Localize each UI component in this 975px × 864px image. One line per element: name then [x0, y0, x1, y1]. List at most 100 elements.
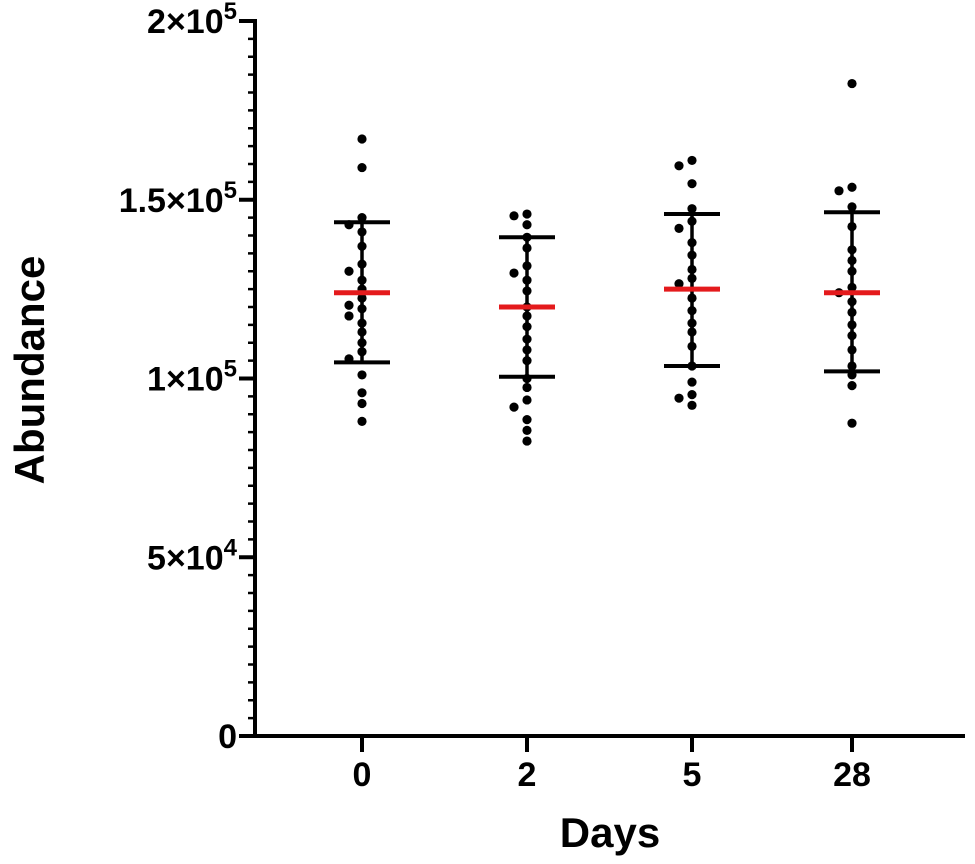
- y-axis-title: Abundance: [6, 256, 53, 485]
- data-point: [357, 213, 367, 223]
- data-point: [522, 275, 532, 285]
- data-point: [522, 232, 532, 242]
- data-point: [344, 300, 354, 310]
- data-point: [522, 261, 532, 271]
- data-point: [847, 78, 857, 89]
- y-tick-label: 1×105: [147, 356, 237, 399]
- data-point: [357, 347, 367, 357]
- data-point: [344, 354, 354, 364]
- x-tick-label: 28: [833, 756, 871, 794]
- data-point: [357, 241, 367, 251]
- x-tick-label: 5: [683, 756, 702, 794]
- data-point: [687, 204, 697, 214]
- data-point: [847, 418, 857, 428]
- data-point: [522, 356, 532, 366]
- data-point: [357, 275, 367, 285]
- data-point: [357, 416, 367, 426]
- data-point: [344, 311, 354, 321]
- data-point: [522, 425, 532, 435]
- data-point: [847, 361, 857, 371]
- data-point: [522, 334, 532, 344]
- data-point: [357, 338, 367, 348]
- y-tick-label: 5×104: [147, 534, 238, 577]
- data-point: [509, 211, 519, 221]
- data-point: [357, 388, 367, 398]
- data-point: [847, 345, 857, 355]
- data-point: [847, 255, 857, 266]
- data-point: [687, 264, 697, 275]
- data-point: [344, 266, 354, 276]
- data-point: [847, 245, 857, 255]
- data-point: [687, 273, 697, 283]
- y-axis: 0 5×104 1×105 1.5×105 2×105: [119, 0, 257, 756]
- data-point: [522, 436, 532, 446]
- data-point: [687, 327, 697, 337]
- data-point: [687, 389, 697, 400]
- data-point: [522, 395, 532, 405]
- data-point: [357, 304, 367, 314]
- data-point: [687, 377, 697, 387]
- data-point: [674, 223, 684, 233]
- data-point: [847, 381, 857, 391]
- data-point: [357, 259, 367, 269]
- group-5: [664, 155, 720, 410]
- data-point: [687, 361, 697, 371]
- y-tick-label: 1.5×105: [119, 177, 237, 220]
- data-point: [509, 402, 519, 412]
- data-point: [674, 393, 684, 403]
- data-point: [687, 250, 697, 260]
- data-point: [344, 220, 354, 230]
- data-point: [687, 179, 697, 189]
- data-point: [847, 182, 857, 192]
- plot-area: [334, 78, 880, 446]
- data-point: [522, 322, 532, 332]
- data-point: [687, 238, 697, 248]
- data-point: [522, 311, 532, 321]
- data-point: [522, 382, 532, 393]
- data-point: [847, 320, 857, 330]
- group-0: [334, 134, 390, 426]
- data-point: [847, 221, 857, 232]
- group-2: [499, 209, 555, 446]
- data-point: [687, 155, 697, 166]
- data-point: [357, 134, 367, 144]
- data-point: [687, 216, 697, 226]
- data-point: [509, 268, 519, 278]
- data-point: [687, 305, 697, 316]
- data-point: [847, 307, 857, 317]
- data-point: [357, 327, 367, 337]
- data-point: [847, 370, 857, 380]
- data-point: [687, 400, 697, 410]
- data-point: [847, 266, 857, 276]
- x-axis-title: Days: [560, 809, 660, 856]
- data-point: [847, 282, 857, 292]
- x-tick-label: 0: [353, 756, 372, 794]
- data-point: [522, 286, 532, 296]
- data-point: [357, 370, 367, 380]
- data-point: [522, 345, 532, 355]
- data-point: [674, 279, 684, 289]
- data-point: [522, 220, 532, 230]
- data-point: [522, 243, 532, 253]
- data-point: [357, 162, 367, 173]
- data-point: [847, 202, 857, 212]
- data-point: [357, 318, 367, 328]
- y-tick-label: 2×105: [147, 0, 237, 41]
- data-point: [357, 398, 367, 409]
- data-point: [687, 318, 697, 328]
- data-point: [834, 186, 844, 196]
- data-point: [522, 373, 532, 384]
- data-point: [522, 209, 532, 219]
- data-point: [687, 341, 697, 351]
- y-tick-label: 0: [218, 718, 237, 756]
- data-point: [522, 415, 532, 425]
- data-point: [847, 297, 857, 307]
- x-axis: 0 2 5 28: [253, 734, 965, 794]
- group-28: [824, 78, 880, 428]
- data-point: [687, 293, 697, 303]
- data-point: [357, 227, 367, 237]
- data-point: [847, 331, 857, 341]
- data-point: [357, 293, 367, 303]
- data-point: [674, 161, 684, 171]
